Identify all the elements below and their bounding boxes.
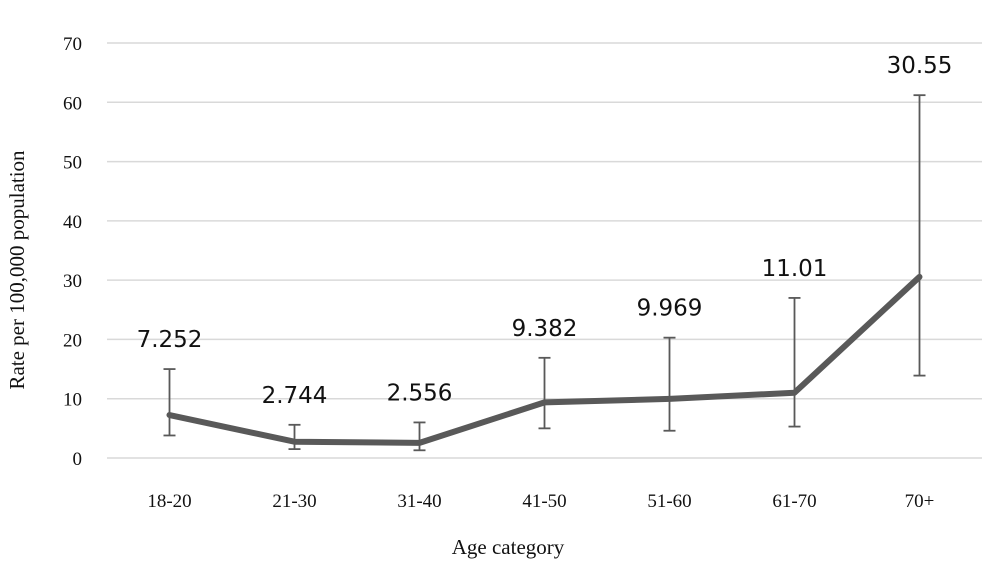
error-bar xyxy=(788,297,801,428)
error-bar xyxy=(288,423,301,451)
data-label: 2.556 xyxy=(387,380,453,406)
data-point xyxy=(917,274,922,279)
y-tick-label: 40 xyxy=(63,212,82,233)
x-tick-label: 51-60 xyxy=(647,491,691,512)
x-tick-label: 18-20 xyxy=(147,491,191,512)
error-bars xyxy=(163,94,926,452)
x-tick-label: 61-70 xyxy=(772,491,816,512)
data-label: 30.55 xyxy=(887,53,953,79)
data-point xyxy=(667,396,672,401)
data-label: 11.01 xyxy=(762,256,828,282)
y-tick-label: 20 xyxy=(63,330,82,351)
data-labels: 7.252 2.744 2.556 9.382 9.969 11.01 30.55 xyxy=(137,53,953,409)
gridlines xyxy=(107,42,982,459)
error-bar xyxy=(538,356,551,430)
error-bar xyxy=(163,368,176,437)
x-tick-label: 41-50 xyxy=(522,491,566,512)
y-tick-label: 70 xyxy=(63,34,82,55)
error-bar xyxy=(663,336,676,432)
y-tick-label: 60 xyxy=(63,93,82,114)
y-tick-label: 50 xyxy=(63,153,82,174)
x-tick-label: 70+ xyxy=(905,491,935,512)
data-label: 7.252 xyxy=(137,327,203,353)
data-point xyxy=(167,413,172,418)
data-point xyxy=(792,390,797,395)
y-tick-label: 30 xyxy=(63,271,82,292)
data-label: 9.382 xyxy=(512,316,578,342)
x-axis-tick-labels: 18-20 21-30 31-40 41-50 51-60 61-70 70+ xyxy=(147,491,934,512)
data-label: 9.969 xyxy=(637,296,703,322)
x-tick-label: 31-40 xyxy=(397,491,441,512)
error-bar xyxy=(413,421,426,452)
data-point xyxy=(292,439,297,444)
y-tick-label: 0 xyxy=(73,449,83,470)
x-tick-label: 21-30 xyxy=(272,491,316,512)
y-axis-title: Rate per 100,000 population xyxy=(5,150,29,390)
error-bar xyxy=(913,94,926,377)
data-point xyxy=(542,400,547,405)
y-axis-tick-labels: 0 10 20 30 40 50 60 70 xyxy=(63,34,82,470)
x-axis-title: Age category xyxy=(452,535,565,559)
data-point xyxy=(417,440,422,445)
data-label: 2.744 xyxy=(262,383,328,409)
y-tick-label: 10 xyxy=(63,390,82,411)
